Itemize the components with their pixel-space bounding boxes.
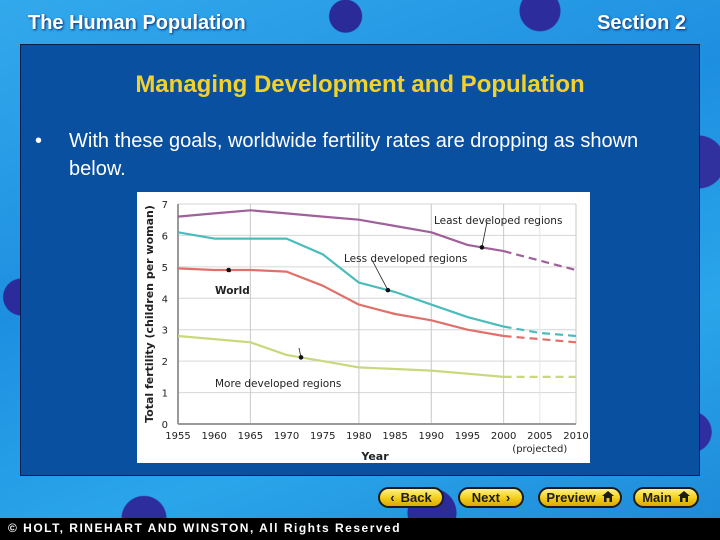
svg-text:2: 2	[162, 357, 168, 368]
slide-title: Managing Development and Population	[135, 71, 585, 98]
svg-text:1980: 1980	[346, 431, 371, 442]
svg-text:World: World	[215, 285, 250, 297]
svg-text:5: 5	[162, 263, 168, 274]
svg-text:1975: 1975	[310, 431, 335, 442]
svg-text:Least developed regions: Least developed regions	[434, 215, 562, 227]
svg-text:1970: 1970	[274, 431, 299, 442]
svg-text:1985: 1985	[382, 431, 407, 442]
preview-button[interactable]: Preview	[538, 487, 622, 508]
svg-text:6: 6	[162, 231, 168, 242]
chapter-title: The Human Population	[28, 12, 246, 34]
section-label: Section 2	[597, 12, 686, 34]
svg-text:2010: 2010	[563, 431, 588, 442]
chevron-left-icon: ‹	[390, 490, 395, 505]
bullet-text: With these goals, worldwide fertility ra…	[69, 130, 639, 180]
svg-text:0: 0	[162, 420, 168, 431]
svg-text:1960: 1960	[201, 431, 226, 442]
svg-text:Year: Year	[360, 450, 389, 463]
copyright-text: © HOLT, RINEHART AND WINSTON, All Rights…	[8, 521, 402, 535]
svg-text:1990: 1990	[419, 431, 444, 442]
next-button[interactable]: Next ›	[458, 487, 524, 508]
next-label: Next	[471, 490, 500, 505]
svg-text:3: 3	[162, 326, 168, 337]
svg-text:1965: 1965	[238, 431, 263, 442]
svg-text:Total fertility (children per: Total fertility (children per woman)	[143, 205, 156, 423]
bullet-icon: •	[35, 130, 43, 152]
fertility-line-chart: 0 1 2 3 4 5 6 7 1955 1960 1965 1970 1975 1980 1985 1990…	[143, 200, 589, 463]
footer-bar: © HOLT, RINEHART AND WINSTON, All Rights…	[0, 518, 720, 540]
back-button[interactable]: ‹ Back	[378, 487, 444, 508]
home-icon	[677, 490, 690, 505]
back-label: Back	[400, 490, 432, 505]
svg-text:1: 1	[162, 389, 168, 400]
svg-text:4: 4	[162, 294, 168, 305]
svg-text:2000: 2000	[491, 431, 516, 442]
content-panel: Managing Development and Population • Wi…	[20, 44, 700, 476]
svg-text:Less developed regions: Less developed regions	[344, 253, 467, 265]
home-icon	[601, 490, 614, 505]
fertility-chart: 0 1 2 3 4 5 6 7 1955 1960 1965 1970 1975 1980 1985 1990…	[137, 192, 590, 463]
svg-text:1995: 1995	[455, 431, 480, 442]
svg-text:More developed regions: More developed regions	[215, 378, 341, 390]
svg-text:(projected): (projected)	[512, 444, 567, 455]
main-button[interactable]: Main	[633, 487, 699, 508]
svg-text:2005: 2005	[527, 431, 552, 442]
svg-text:7: 7	[162, 200, 168, 211]
preview-label: Preview	[546, 490, 596, 505]
svg-text:1955: 1955	[165, 431, 190, 442]
chevron-right-icon: ›	[505, 490, 511, 505]
main-label: Main	[642, 490, 672, 505]
